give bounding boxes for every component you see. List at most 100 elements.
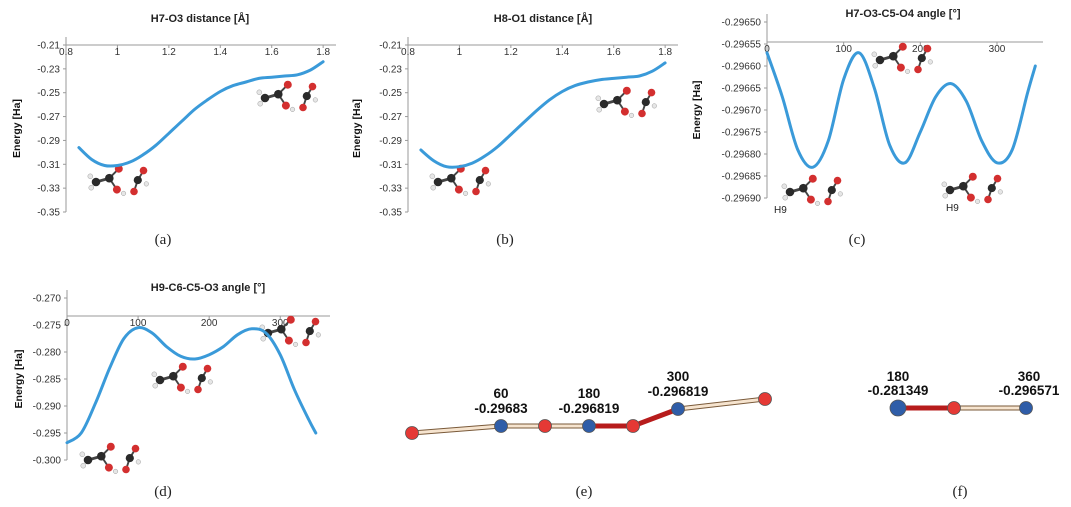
oxygen-atom-icon [139, 166, 148, 175]
oxygen-atom-icon [638, 109, 646, 118]
y-axis-label: Energy [Ha] [11, 99, 23, 158]
carbon-atom-icon [97, 451, 106, 461]
y-tick-label: -0.31 [379, 160, 402, 171]
chart-title: H7-O3-C5-O4 angle [°] [845, 8, 960, 20]
oxygen-atom-icon [122, 465, 130, 474]
hydrogen-atom-icon [430, 184, 436, 191]
y-tick-label: -0.23 [379, 64, 402, 75]
node-blue [582, 419, 596, 433]
carbon-atom-icon [105, 173, 114, 183]
oxygen-atom-icon [896, 63, 905, 72]
hydrogen-atom-icon [87, 173, 94, 180]
y-axis-label: Energy [Ha] [351, 99, 363, 158]
series-line [77, 60, 325, 168]
edge-strong [630, 406, 681, 429]
node-energy-label: -0.296819 [648, 384, 709, 399]
hydrogen-atom-icon [88, 184, 94, 191]
x-tick-label: 1.6 [265, 47, 279, 58]
oxygen-atom-icon [106, 442, 115, 451]
node-energy-label: -0.296819 [559, 401, 620, 416]
carbon-atom-icon [125, 454, 134, 463]
oxygen-atom-icon [104, 463, 113, 472]
molecule-icon [941, 172, 1003, 204]
panel-caption: (e) [576, 484, 593, 500]
carbon-atom-icon [917, 54, 926, 63]
carbon-atom-icon [987, 184, 996, 193]
node-red [947, 401, 961, 415]
oxygen-atom-icon [993, 174, 1002, 183]
carbon-atom-icon [959, 181, 968, 191]
hydrogen-atom-icon [871, 51, 878, 58]
hydrogen-atom-icon [293, 341, 299, 347]
series-line [65, 326, 318, 445]
hydrogen-atom-icon [485, 181, 491, 187]
chart-c: -0.29650 -0.29655 -0.29660 -0.29665 -0.29670… [691, 8, 1043, 248]
node-red [626, 419, 640, 433]
hydrogen-atom-icon [942, 192, 948, 199]
molecule-icon [259, 315, 321, 347]
node-blue [1019, 401, 1033, 415]
hydrogen-atom-icon [781, 183, 788, 190]
panel-caption: (a) [155, 232, 172, 248]
carbon-atom-icon [83, 455, 93, 465]
hydrogen-atom-icon [941, 181, 948, 188]
oxygen-atom-icon [283, 80, 292, 89]
x-tick-label: 1.4 [555, 47, 569, 58]
node-red [538, 419, 552, 433]
node-energy-label: -0.296571 [999, 383, 1060, 398]
oxygen-atom-icon [481, 166, 490, 175]
oxygen-atom-icon [833, 176, 842, 185]
chart-d: -0.270 -0.275 -0.280 -0.285 -0.290 -0.295 -0.3… [13, 282, 330, 500]
oxygen-atom-icon [806, 195, 815, 204]
chart-a: -0.21 -0.23 -0.25 -0.27 -0.29 -0.31 -0.33 -0.35… [11, 12, 336, 248]
hydrogen-atom-icon [257, 100, 263, 107]
node-value-label: 180 [887, 369, 910, 384]
hydrogen-atom-icon [312, 97, 318, 103]
node-energy-label: -0.29683 [474, 401, 528, 416]
y-tick-label: -0.35 [37, 208, 60, 219]
oxygen-atom-icon [968, 172, 977, 181]
carbon-atom-icon [433, 177, 443, 187]
node-energy-label: -0.281349 [868, 383, 929, 398]
x-tick-label: 100 [835, 44, 852, 55]
oxygen-atom-icon [286, 315, 295, 324]
carbon-atom-icon [155, 375, 165, 385]
y-tick-label: -0.285 [33, 375, 62, 386]
oxygen-atom-icon [454, 185, 463, 194]
oxygen-atom-icon [898, 42, 907, 51]
node-blue [494, 419, 508, 433]
hydrogen-atom-icon [651, 103, 657, 109]
y-tick-label: -0.21 [379, 41, 402, 52]
x-tick-label: 100 [130, 318, 147, 329]
carbon-atom-icon [197, 374, 206, 383]
oxygen-atom-icon [112, 185, 121, 194]
carbon-atom-icon [277, 324, 286, 334]
hydrogen-atom-icon [152, 382, 158, 389]
node-red [405, 426, 419, 440]
oxygen-atom-icon [966, 193, 975, 202]
carbon-atom-icon [133, 176, 142, 185]
y-tick-label: -0.29660 [722, 62, 762, 73]
molecule-icon [79, 442, 141, 474]
oxygen-atom-icon [130, 187, 138, 196]
hydrogen-atom-icon [185, 388, 191, 394]
oxygen-atom-icon [311, 317, 320, 326]
x-tick-label: 0 [764, 44, 770, 55]
hydrogen-atom-icon [927, 59, 933, 65]
y-tick-label: -0.35 [379, 208, 402, 219]
atom-annotation: H9 [946, 203, 959, 214]
node-blue [889, 399, 907, 417]
hydrogen-atom-icon [629, 112, 635, 118]
x-tick-label: 1.8 [316, 47, 330, 58]
panel-caption: (b) [496, 232, 514, 248]
y-tick-label: -0.29 [379, 136, 402, 147]
carbon-atom-icon [260, 93, 270, 103]
y-tick-label: -0.29685 [722, 172, 762, 183]
oxygen-atom-icon [131, 444, 140, 453]
y-tick-label: -0.280 [33, 348, 62, 359]
carbon-atom-icon [169, 371, 178, 381]
node-red [758, 392, 772, 406]
oxygen-atom-icon [203, 364, 212, 373]
hydrogen-atom-icon [315, 332, 321, 338]
